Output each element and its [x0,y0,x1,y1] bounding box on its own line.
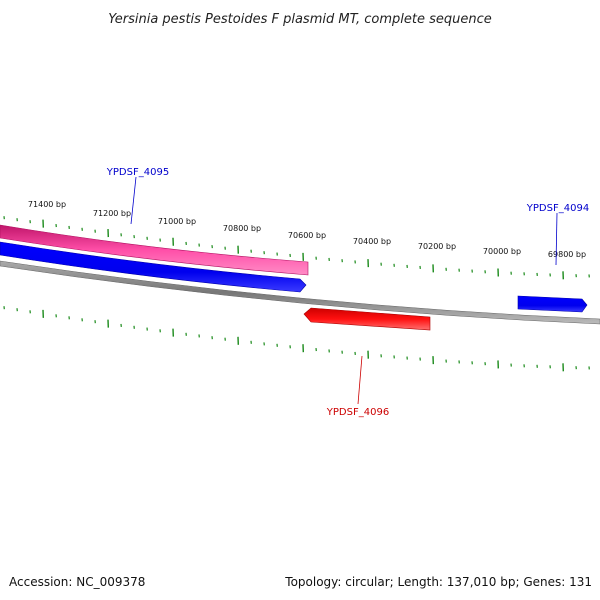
tick-label: 70600 bp [288,231,326,240]
outer-tick-ring [3,216,590,280]
tick-label: 71000 bp [158,217,196,226]
accession-text: Accession: NC_009378 [9,575,145,589]
gene-label-ypdsf-4094[interactable]: YPDSF_4094 [526,203,589,214]
tick-label-group: 71400 bp 71200 bp 71000 bp 70800 bp 7060… [28,200,586,259]
sequence-summary: Topology: circular; Length: 137,010 bp; … [284,575,592,589]
tick-label: 69800 bp [548,250,586,259]
leader-line [357,355,363,405]
tick-label: 70800 bp [223,224,261,233]
tick-label: 71400 bp [28,200,66,209]
tick-label: 70200 bp [418,242,456,251]
gene-arrow-ypdsf-4095[interactable] [0,241,307,293]
tick-label: 70400 bp [353,237,391,246]
inner-tick-ring [3,306,590,372]
feature-track[interactable] [0,224,309,276]
gene-label-ypdsf-4095[interactable]: YPDSF_4095 [106,167,169,178]
leader-line [555,212,558,266]
gene-arrow-ypdsf-4096[interactable] [303,307,431,331]
backbone-track [0,260,600,325]
tick-label: 70000 bp [483,247,521,256]
gene-arrow-ypdsf-4094[interactable] [517,295,588,313]
tick-label: 71200 bp [93,209,131,218]
map-title: Yersinia pestis Pestoides F plasmid MT, … [108,12,492,27]
leader-line [130,176,137,225]
gene-label-ypdsf-4096[interactable]: YPDSF_4096 [326,407,389,418]
